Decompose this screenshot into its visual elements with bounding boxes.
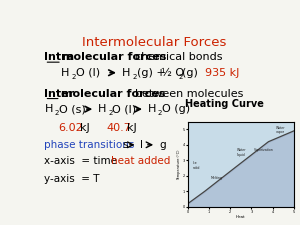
Text: 40.7: 40.7 xyxy=(106,123,131,133)
Text: s: s xyxy=(122,140,128,150)
Text: H: H xyxy=(98,104,106,114)
Text: Melting: Melting xyxy=(211,176,223,180)
Text: Inter: Inter xyxy=(44,89,75,99)
Text: Water
liquid: Water liquid xyxy=(236,148,246,157)
Text: heat added: heat added xyxy=(111,156,170,166)
X-axis label: Heat: Heat xyxy=(236,215,246,219)
Text: O (l): O (l) xyxy=(112,104,136,114)
Text: molecular forces: molecular forces xyxy=(62,52,166,62)
Text: H: H xyxy=(148,104,156,114)
Text: kJ: kJ xyxy=(127,123,137,133)
Text: 2: 2 xyxy=(158,110,162,116)
Text: H: H xyxy=(61,68,69,78)
Text: 6.02: 6.02 xyxy=(58,123,83,133)
Text: H: H xyxy=(44,104,53,114)
Text: (g): (g) xyxy=(182,68,198,78)
Text: l: l xyxy=(140,140,143,150)
Text: ½ O: ½ O xyxy=(161,68,184,78)
Text: g: g xyxy=(159,140,166,150)
Text: 935 kJ: 935 kJ xyxy=(205,68,239,78)
Text: O (g): O (g) xyxy=(162,104,190,114)
Text: 2: 2 xyxy=(132,74,137,80)
Text: molecular forces: molecular forces xyxy=(61,89,165,99)
Text: 2: 2 xyxy=(108,110,113,116)
Text: Vaporization: Vaporization xyxy=(254,148,273,152)
Text: 2: 2 xyxy=(72,74,76,80)
Text: phase transitions: phase transitions xyxy=(44,140,135,150)
Y-axis label: Temperature (°C): Temperature (°C) xyxy=(177,149,181,180)
Text: y-axis  = T: y-axis = T xyxy=(44,174,100,184)
Text: 2: 2 xyxy=(178,74,182,80)
Text: O (s): O (s) xyxy=(59,104,86,114)
Text: (g) +: (g) + xyxy=(136,68,165,78)
Text: Ice
solid: Ice solid xyxy=(193,161,200,169)
Text: Intra: Intra xyxy=(44,52,75,62)
Text: Intermolecular Forces: Intermolecular Forces xyxy=(82,36,226,49)
Text: 2: 2 xyxy=(55,110,59,116)
Text: Water
vapor: Water vapor xyxy=(276,126,285,135)
Text: O (l): O (l) xyxy=(76,68,100,78)
Text: kJ: kJ xyxy=(80,123,90,133)
Text: H: H xyxy=(122,68,131,78)
Text: Heating Curve: Heating Curve xyxy=(184,99,263,109)
Text: x-axis  = time: x-axis = time xyxy=(44,156,118,166)
Text: between molecules: between molecules xyxy=(135,89,244,99)
Text: chemical bonds: chemical bonds xyxy=(135,52,223,62)
